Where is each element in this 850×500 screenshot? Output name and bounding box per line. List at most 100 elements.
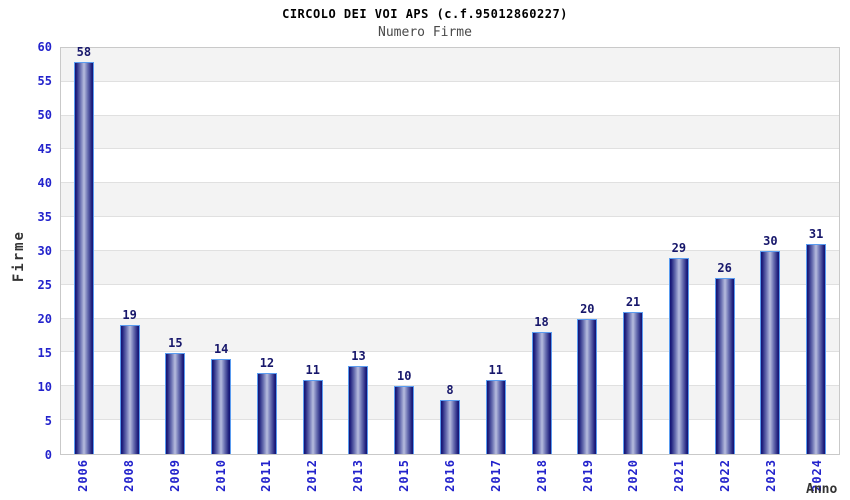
x-slot: 2011: [244, 459, 290, 499]
x-tick-label: 2013: [351, 459, 366, 492]
x-tick-label: 2017: [488, 459, 503, 492]
x-tick-label: 2018: [534, 459, 549, 492]
x-slot: 2017: [473, 459, 519, 499]
x-tick-label: 2011: [259, 459, 274, 492]
x-slot: 2009: [152, 459, 198, 499]
bar-value-label: 10: [397, 369, 412, 384]
y-tick-label: 25: [37, 278, 52, 292]
bar-value-label: 14: [213, 342, 229, 357]
x-tick-label: 2023: [764, 459, 779, 492]
x-tick-label: 2006: [75, 459, 90, 492]
bar-slot: 19: [107, 48, 153, 454]
grid-band: [61, 115, 839, 150]
bar-slot: 10: [381, 48, 427, 454]
bar-value-label: 30: [763, 234, 778, 248]
bar-value-label: 29: [671, 240, 687, 255]
bar-slot: 11: [290, 48, 336, 454]
x-tick-label: 2015: [397, 459, 412, 492]
y-tick-label: 55: [37, 73, 52, 88]
x-tick-label: 2019: [580, 459, 595, 492]
bar-value-label: 21: [625, 294, 641, 309]
y-tick-label: 30: [37, 244, 52, 258]
bar: [668, 257, 689, 454]
y-tick-label: 35: [37, 210, 52, 224]
grid-band: [61, 183, 839, 218]
grid-band: [61, 352, 839, 387]
bar-value-label: 58: [76, 44, 92, 59]
bar-slot: 15: [153, 48, 199, 454]
x-tick-label: 2020: [626, 459, 641, 492]
grid-band: [61, 48, 839, 82]
bar-slot: 29: [656, 48, 702, 454]
y-tick-label: 60: [37, 40, 52, 54]
bar-slot: 31: [793, 48, 839, 454]
x-slot: 2019: [565, 459, 611, 499]
bar-value-label: 12: [259, 355, 275, 370]
bar: [119, 325, 140, 454]
x-tick-label: 2016: [442, 459, 457, 492]
x-tick-label: 2008: [121, 459, 136, 492]
y-tick-label: 10: [37, 380, 52, 394]
y-tick-label: 45: [37, 142, 52, 156]
bar: [394, 386, 415, 454]
grid-band: [61, 81, 839, 116]
x-slot: 2020: [611, 459, 657, 499]
x-slot: 2022: [702, 459, 748, 499]
bar: [485, 379, 506, 454]
grid-band: [61, 284, 839, 319]
bar-slot: 21: [610, 48, 656, 454]
bar-slot: 20: [564, 48, 610, 454]
x-slot: 2023: [748, 459, 794, 499]
bar: [73, 61, 94, 454]
x-slot: 2021: [656, 459, 702, 499]
x-slot: 2013: [335, 459, 381, 499]
bar-value-label: 13: [351, 349, 366, 364]
plot-area: 58 19 15 14 12 11 13 10 8 11 18 20 21 29 26 30 31: [60, 44, 840, 455]
x-slot: 2016: [427, 459, 473, 499]
x-slot: 2010: [198, 459, 244, 499]
x-tick-label: 2012: [305, 459, 320, 492]
x-axis-title: Anno: [806, 482, 838, 497]
bar: [577, 318, 598, 454]
bar: [302, 379, 323, 454]
x-tick-label: 2010: [213, 459, 228, 492]
x-slot: 2012: [289, 459, 335, 499]
bar-value-label: 20: [580, 301, 595, 316]
y-tick-label: 5: [44, 414, 52, 428]
bar-value-label: 11: [305, 362, 320, 377]
bar-slot: 14: [198, 48, 244, 454]
x-tick-label: 2022: [718, 459, 733, 492]
bar: [806, 244, 827, 454]
y-tick-label: 40: [37, 175, 52, 190]
x-tick-label: 2021: [672, 459, 687, 492]
x-slot: 2006: [60, 459, 106, 499]
y-tick-label: 15: [37, 346, 52, 360]
y-tick-label: 0: [44, 448, 52, 462]
x-axis-labels: 2006 2008 2009 2010 2011 2012 2013 2015 2016 2017…: [60, 459, 840, 499]
chart-subtitle: Numero Firme: [378, 25, 472, 40]
x-slot: 2015: [381, 459, 427, 499]
bar: [623, 311, 644, 454]
bar-value-label: 11: [488, 362, 503, 377]
bar: [440, 399, 460, 454]
bar-value-label: 31: [808, 227, 824, 242]
bar-slot: 58: [61, 44, 107, 454]
bar-slot: 8: [427, 48, 473, 454]
y-axis-ticks: 0 5 10 15 20 25 30 35 40 45 50 55 60: [0, 41, 52, 461]
bar-slot: 18: [519, 48, 565, 454]
bar: [714, 278, 735, 454]
bar-slot: 11: [473, 48, 519, 454]
bar-value-label: 19: [122, 308, 137, 323]
y-tick-label: 20: [37, 311, 52, 326]
bar: [760, 251, 781, 454]
x-slot: 2008: [106, 459, 152, 499]
x-slot: 2018: [519, 459, 565, 499]
bar-value-label: 18: [534, 315, 549, 330]
bar-slot: 30: [747, 48, 793, 454]
grid-band: [61, 149, 839, 184]
bar: [348, 366, 369, 454]
bar-value-label: 15: [168, 335, 183, 350]
y-tick-label: 50: [37, 107, 52, 122]
grid-band: [61, 251, 839, 285]
